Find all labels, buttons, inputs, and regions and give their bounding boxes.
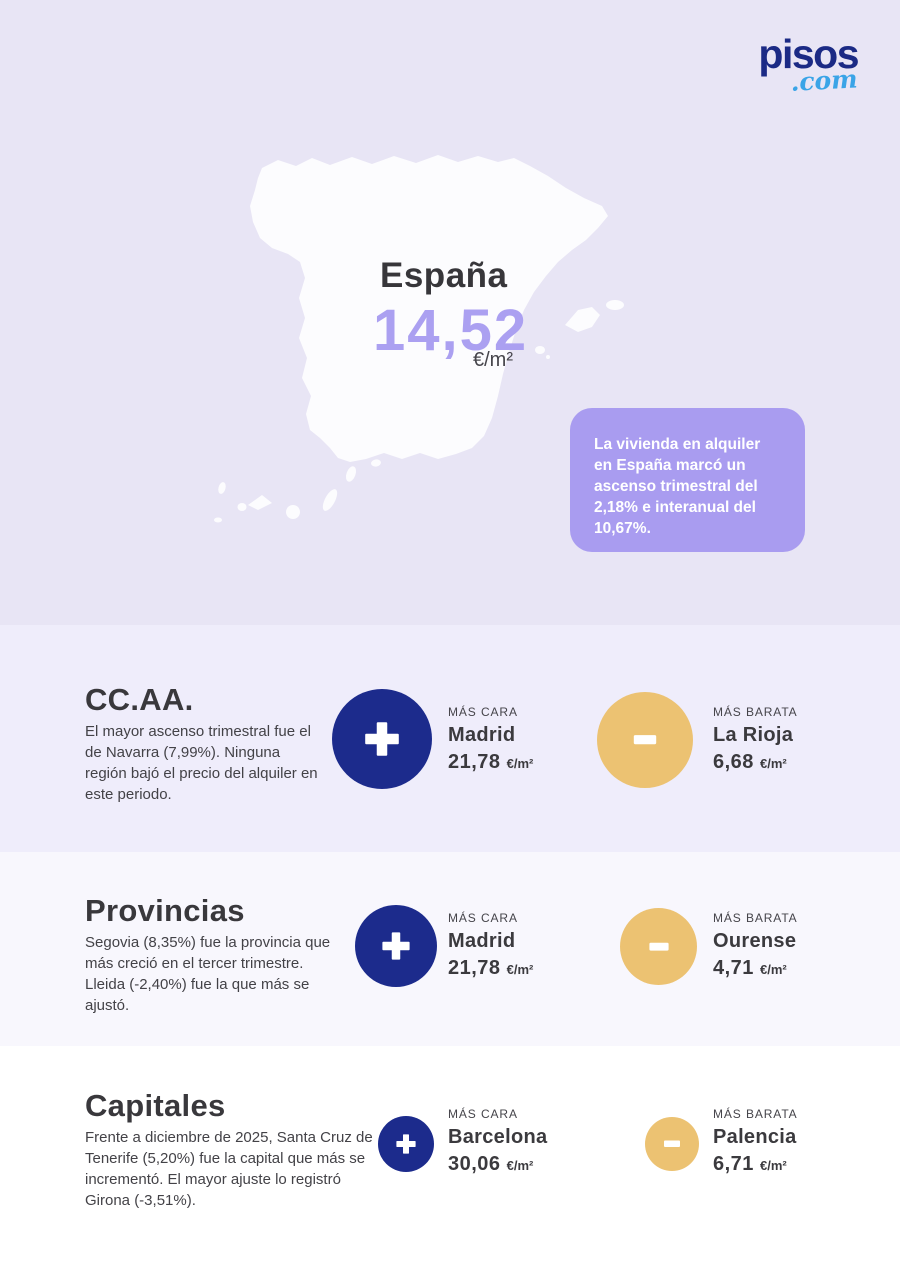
canary-island [214,517,222,523]
section-title: Capitales [85,1088,226,1123]
stat-value: 21,78 [448,957,501,979]
stat-unit: €/m² [760,962,787,977]
cheapest-stat: MÁS BARATA Ourense 4,71 €/m² [713,911,798,980]
cheapest-stat: MÁS BARATA Palencia 6,71 €/m² [713,1107,798,1176]
stat-value: 6,68 [713,751,754,773]
stat-label: MÁS BARATA [713,911,798,925]
spain-map [214,155,624,523]
minus-icon [620,908,697,985]
national-average-price: 14,52 [373,298,529,363]
plus-glyph [365,722,399,756]
most-expensive-stat: MÁS CARA Barcelona 30,06 €/m² [448,1107,547,1176]
stat-label: MÁS BARATA [713,705,798,719]
stat-label: MÁS BARATA [713,1107,798,1121]
most-expensive-stat: MÁS CARA Madrid 21,78 €/m² [448,911,533,980]
plus-icon [378,1116,434,1172]
plus-icon [332,689,432,789]
stat-label: MÁS CARA [448,911,518,925]
plus-glyph [382,932,410,960]
stat-region-name: La Rioja [713,724,794,746]
canary-island [248,495,272,510]
section-title: Provincias [85,893,245,928]
section-provincias: Provincias Segovia (8,35%) fue la provin… [0,852,900,1046]
canary-island [371,459,381,467]
spain-mainland [250,155,608,462]
canary-island [345,466,357,482]
hero-section: pisos .com España 14,52 €/m² La vivienda… [0,0,900,625]
plus-glyph [396,1134,416,1154]
summary-callout-text: La vivienda en alquiler en España marcó … [594,436,761,537]
logo-brand-text: pisos [758,31,859,77]
mallorca-island [565,307,600,332]
canary-island [237,503,247,511]
cheapest-stat: MÁS BARATA La Rioja 6,68 €/m² [713,705,798,774]
canary-island [286,505,300,519]
section-capitales: Capitales Frente a diciembre de 2025, Sa… [0,1046,900,1273]
section-ccaa: CC.AA. El mayor ascenso trimestral fue e… [0,625,900,852]
summary-callout-box: La vivienda en alquiler en España marcó … [570,408,805,552]
most-expensive-stat: MÁS CARA Madrid 21,78 €/m² [448,705,533,774]
stat-unit: €/m² [760,1158,787,1173]
ibiza-island [535,346,545,354]
stat-value: 21,78 [448,751,501,773]
section-description: Frente a diciembre de 2025, Santa Cruz d… [85,1129,373,1209]
stat-region-name: Ourense [713,930,797,952]
stat-region-name: Barcelona [448,1126,548,1148]
stat-unit: €/m² [506,962,534,977]
minus-glyph [664,1140,680,1147]
plus-icon [355,905,437,987]
national-price-unit: €/m² [473,349,513,371]
pisos-logo: pisos .com [758,31,859,97]
canary-island [218,482,226,494]
stat-region-name: Palencia [713,1126,797,1148]
minus-icon [597,692,693,788]
section-title: CC.AA. [85,682,194,717]
stat-region-name: Madrid [448,930,516,952]
stat-unit: €/m² [760,756,787,771]
section-description: El mayor ascenso trimestral fue el de Na… [85,723,318,803]
menorca-island [606,300,624,310]
stat-value: 4,71 [713,957,754,979]
stat-label: MÁS CARA [448,1107,518,1121]
stat-unit: €/m² [506,756,534,771]
minus-icon [645,1117,699,1171]
stat-value: 30,06 [448,1153,501,1175]
stat-label: MÁS CARA [448,705,518,719]
stat-region-name: Madrid [448,724,516,746]
logo-suffix-text: .com [790,64,859,97]
canary-island [322,489,338,511]
minus-glyph [633,735,657,745]
stat-unit: €/m² [506,1158,534,1173]
minus-glyph [648,942,669,951]
stat-value: 6,71 [713,1153,754,1175]
section-description: Segovia (8,35%) fue la provincia que más… [85,934,331,1014]
country-title: España [380,256,508,295]
